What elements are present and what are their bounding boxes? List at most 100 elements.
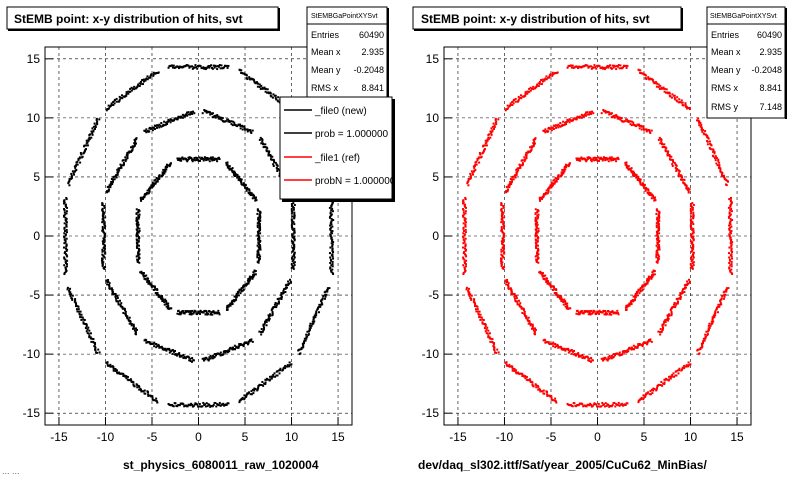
hit-point bbox=[299, 348, 302, 351]
hit-point bbox=[702, 337, 705, 340]
hit-point bbox=[108, 287, 111, 290]
hit-point bbox=[462, 227, 465, 230]
hit-point bbox=[610, 313, 613, 316]
hit-point bbox=[220, 64, 223, 67]
hit-point bbox=[475, 163, 478, 166]
hit-point bbox=[729, 200, 732, 203]
hit-point bbox=[604, 159, 607, 162]
hit-point bbox=[258, 257, 261, 260]
hit-point bbox=[534, 328, 537, 331]
hit-point bbox=[582, 312, 585, 315]
hit-ring-1 bbox=[499, 109, 695, 363]
hit-point bbox=[126, 315, 129, 318]
hit-point bbox=[677, 297, 680, 300]
hit-point bbox=[221, 119, 224, 122]
hit-point bbox=[587, 313, 590, 316]
hit-point bbox=[331, 208, 334, 211]
hit-point bbox=[136, 247, 139, 250]
hit-point bbox=[82, 321, 85, 324]
hit-point bbox=[627, 165, 630, 168]
hit-point bbox=[543, 392, 546, 395]
hit-point bbox=[275, 163, 278, 166]
hit-point bbox=[627, 350, 630, 353]
hit-point bbox=[657, 330, 660, 333]
hit-point bbox=[103, 211, 106, 214]
hit-point bbox=[116, 172, 119, 175]
hit-point bbox=[148, 76, 151, 79]
hit-point bbox=[590, 309, 593, 312]
hit-point bbox=[106, 186, 109, 189]
hit-point bbox=[515, 171, 518, 174]
hit-point bbox=[646, 282, 649, 285]
hit-point bbox=[729, 199, 732, 202]
hit-point bbox=[136, 384, 139, 387]
hit-point bbox=[647, 391, 650, 394]
hit-point bbox=[157, 175, 160, 178]
hit-point bbox=[253, 274, 256, 277]
hit-point bbox=[226, 66, 229, 69]
hit-point bbox=[183, 312, 186, 315]
hit-point bbox=[609, 112, 612, 115]
hit-point bbox=[727, 216, 730, 219]
hit-point bbox=[298, 348, 301, 351]
hit-point bbox=[64, 234, 67, 237]
hit-point bbox=[228, 348, 231, 351]
hit-point bbox=[271, 155, 274, 158]
hit-point bbox=[135, 255, 138, 258]
hit-point bbox=[493, 125, 496, 128]
hit-point bbox=[541, 80, 544, 83]
hit-point bbox=[721, 295, 724, 298]
hit-point bbox=[730, 210, 733, 213]
hit-point bbox=[597, 402, 600, 405]
hit-point bbox=[254, 198, 257, 201]
hit-point bbox=[731, 273, 734, 276]
hit-point bbox=[112, 293, 115, 296]
hit-point bbox=[120, 165, 123, 168]
hit-point bbox=[237, 345, 240, 348]
hit-point bbox=[137, 231, 140, 234]
hit-point bbox=[702, 128, 705, 131]
hit-point bbox=[329, 267, 332, 270]
hit-point bbox=[632, 123, 635, 126]
left-panel: StEMB point: x-y distribution of hits, s… bbox=[6, 6, 396, 472]
hit-point bbox=[725, 288, 728, 291]
hit-point bbox=[643, 284, 646, 287]
hit-point bbox=[683, 291, 686, 294]
hit-point bbox=[485, 144, 488, 147]
hit-point bbox=[596, 64, 599, 67]
hit-point bbox=[330, 223, 333, 226]
hit-point bbox=[692, 213, 695, 216]
hit-point bbox=[463, 268, 466, 271]
hit-point bbox=[332, 250, 335, 253]
hit-point bbox=[728, 246, 731, 249]
hit-point bbox=[329, 228, 332, 231]
hit-point bbox=[489, 340, 492, 343]
hit-point bbox=[283, 287, 286, 290]
hit-point bbox=[558, 296, 561, 299]
hit-point bbox=[658, 88, 661, 91]
hit-point bbox=[630, 124, 633, 127]
hit-point bbox=[503, 216, 506, 219]
hit-point bbox=[560, 171, 563, 174]
hit-point bbox=[109, 186, 112, 189]
hit-point bbox=[193, 112, 196, 115]
hit-point bbox=[64, 250, 67, 253]
hit-point bbox=[145, 339, 148, 342]
hit-point bbox=[233, 170, 236, 173]
hit-point bbox=[138, 388, 141, 391]
hit-point bbox=[267, 378, 270, 381]
hit-point bbox=[243, 397, 246, 400]
hit-point bbox=[552, 124, 555, 127]
hit-point bbox=[648, 393, 651, 396]
hit-point bbox=[533, 87, 536, 90]
hit-point bbox=[189, 65, 192, 68]
hit-point bbox=[542, 194, 545, 197]
hit-point bbox=[518, 299, 521, 302]
hit-point bbox=[231, 120, 234, 123]
hit-point bbox=[310, 324, 313, 327]
hit-point bbox=[652, 196, 655, 199]
hit-point bbox=[535, 384, 538, 387]
hit-point bbox=[88, 336, 91, 339]
hit-point bbox=[293, 213, 296, 216]
hit-point bbox=[590, 158, 593, 161]
